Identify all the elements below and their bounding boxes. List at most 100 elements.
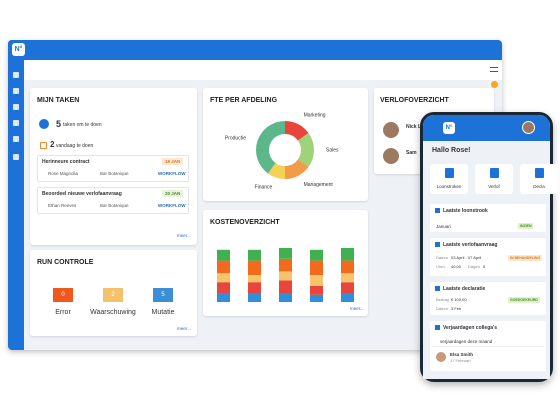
logo: N° [12, 43, 25, 56]
bar-segment [310, 249, 323, 261]
card-title: KOSTENOVERZICHT [210, 219, 280, 226]
bar-segment [279, 258, 292, 272]
more-link[interactable]: meer... [350, 306, 364, 311]
status-tag: IN BEHANDELING [508, 255, 543, 261]
bar-segment [217, 249, 230, 261]
tile-icon [535, 168, 544, 178]
donut-slice [285, 159, 309, 179]
donut-chart: Marketing Sales Management Finance Productie [225, 113, 339, 191]
sidebar [8, 40, 24, 350]
greeting: Hallo Rose! [432, 147, 471, 154]
menu-icon[interactable] [490, 67, 498, 72]
row-value: 3 Feb [451, 306, 462, 311]
tile-label: Verlof [488, 184, 500, 189]
row-label: Datum [436, 306, 448, 311]
bday-name: Elsa Smith [450, 352, 474, 357]
calendar-icon [40, 142, 47, 149]
tile-label: Decla [533, 184, 545, 189]
bar-segment [310, 285, 323, 295]
bar-segment [248, 275, 261, 283]
mobile-card-icon [435, 208, 440, 213]
todo-count: 5 [56, 119, 62, 129]
status-label: Mutatie [151, 309, 175, 316]
toolbar [24, 60, 502, 80]
bday-date: 17 Februari [450, 358, 471, 363]
bar-segment [341, 248, 354, 261]
today-count: 2 [50, 140, 55, 149]
sub-text: verjaardagen deze maand [440, 339, 493, 344]
more-link[interactable]: meer... [177, 233, 191, 238]
status-dot [491, 81, 498, 88]
sidebar-icon[interactable] [13, 154, 19, 160]
bar-segment [279, 271, 292, 281]
bar-segment [217, 293, 230, 302]
row-label: Dagen [468, 264, 480, 269]
task-company: Bar Botanique [100, 203, 129, 208]
bar-segment [341, 273, 354, 283]
bar-segment [248, 260, 261, 275]
check-icon [39, 119, 49, 129]
mobile-card-icon [435, 325, 440, 330]
bar-segment [217, 260, 230, 274]
tile-icon [490, 168, 499, 178]
sidebar-icon[interactable] [13, 120, 19, 126]
bar-segment [341, 293, 354, 302]
more-link[interactable]: meer... [177, 326, 191, 331]
stacked-bar-chart [217, 248, 354, 302]
status-label: Error [55, 309, 71, 316]
logo: N° [443, 122, 455, 134]
bar-segment [279, 293, 292, 302]
donut-slice [297, 132, 314, 168]
row-label: Uren [436, 264, 445, 269]
card-title: MIJN TAKEN [37, 97, 80, 104]
sidebar-icon[interactable] [13, 136, 19, 142]
status-box: 0 [53, 288, 73, 302]
bar-segment [310, 260, 323, 275]
task-tag: WORKFLOW [158, 203, 186, 208]
slice-label: Productie [225, 135, 246, 141]
avatar [436, 352, 446, 362]
mobile-card-title: Laatste loonstrook [443, 208, 488, 214]
mobile-card-icon [435, 286, 440, 291]
row-label: Bedrag [436, 297, 449, 302]
row-value: 03 April - 07 April [451, 255, 482, 260]
person-name: Nick Lo [406, 124, 425, 130]
sidebar-icon[interactable] [13, 104, 19, 110]
row-label: Datum [436, 255, 448, 260]
mobile-card-title: Laatste declaratie [443, 286, 486, 292]
bar-segment [217, 273, 230, 283]
mobile-card-icon [435, 242, 440, 247]
slice-label: Marketing [304, 113, 326, 119]
sidebar-icon[interactable] [13, 88, 19, 94]
avatar [383, 122, 399, 138]
bar-segment [248, 249, 261, 261]
slice-label: Sales [326, 147, 339, 153]
task-person: Rose Magnolia [48, 171, 79, 176]
avatar [383, 148, 399, 164]
status-tag: INZIEN [518, 223, 534, 229]
avatar [522, 121, 535, 134]
status-box: 5 [153, 288, 173, 302]
bar-segment [248, 282, 261, 293]
today-label: vandaag te doen [56, 143, 94, 149]
row-value: 5 [483, 264, 486, 269]
task-person: Ethan Reeves [48, 203, 77, 208]
status-label: Waarschuwing [90, 309, 136, 316]
card-title: RUN CONTROLE [37, 259, 94, 266]
sub-item[interactable] [432, 336, 544, 347]
row-value: 40,00 [451, 264, 462, 269]
bar-segment [248, 293, 261, 302]
task-company: Bar Botanique [100, 171, 129, 176]
bar-segment [217, 282, 230, 293]
mobile-card-title: Verjaardagen collega's [443, 325, 497, 331]
bar-segment [341, 282, 354, 293]
sidebar-icon[interactable] [13, 72, 19, 78]
card-title: VERLOFOVERZICHT [380, 97, 449, 104]
bar-segment [279, 248, 292, 259]
bar-segment [279, 280, 292, 293]
status-tag: GOEDGEKEURD [508, 297, 540, 303]
bar-segment [310, 294, 323, 302]
todo-label: taken om te doen [63, 122, 102, 128]
tile-label: Loonstroken [436, 184, 462, 189]
